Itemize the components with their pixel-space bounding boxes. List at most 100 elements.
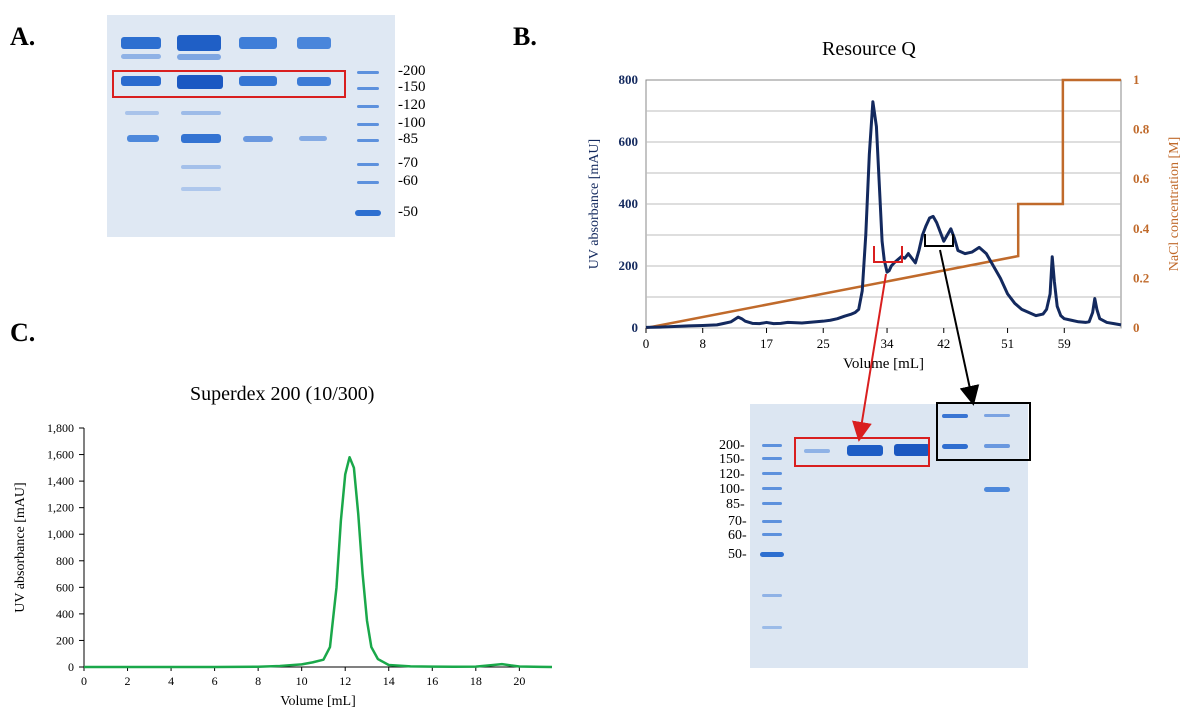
ladder-band [357,163,379,166]
gel-band [177,54,221,60]
ladder-band [762,457,782,460]
ladder-band [762,444,782,447]
y2-tick-label: 0 [1133,320,1140,335]
fraction-bracket-black [924,234,954,247]
panel-label-a: A. [10,22,36,51]
x-tick-label: 4 [168,674,174,688]
x-axis-label: Volume [mL] [843,356,924,372]
chart-superdex: 0 200 400 600 800 1,000 1,200 1,400 1,600 1,800 0 2… [13,421,553,709]
y-tick-label: 0 [68,660,74,674]
marker-label: 200- [719,438,745,453]
x-tick-label: 20 [513,674,525,688]
x-tick-label: 6 [212,674,218,688]
marker-label: -50 [398,204,418,220]
gel-band [297,37,331,49]
gel-band [239,37,277,49]
series-superdex-line [84,455,553,669]
x-tick-label: 51 [1001,336,1014,351]
ladder-band [762,533,782,536]
marker-label: 70- [728,514,747,529]
y-tick-label: 400 [56,607,74,621]
ladder-band [762,594,782,597]
x-tick-label: 14 [383,674,395,688]
gel-band [804,449,830,453]
ladder-band [357,139,379,142]
fraction-bracket-red [873,246,903,263]
y-tick-label: 600 [619,134,639,149]
x-tick-label: 8 [699,336,706,351]
x-axis-label: Volume [mL] [280,694,356,709]
x-tick-label: 17 [760,336,774,351]
y-tick-label: 800 [619,72,639,87]
y-tick-label: 400 [619,196,639,211]
x-tick-label: 42 [937,336,950,351]
gel-band [121,37,161,49]
gel-band [121,76,161,86]
ladder-band [357,123,379,126]
y-tick-label: 1,800 [47,421,74,435]
gel-band [894,444,930,456]
gel-band [181,134,221,143]
y-axis-label: UV absorbance [mAU] [587,139,602,269]
marker-label: -120 [398,97,426,113]
marker-label: -200 [398,63,426,79]
ladder-band [357,105,379,108]
marker-label: -70 [398,155,418,171]
chart-title-resource-q: Resource Q [822,38,916,60]
y-tick-label: 1,200 [47,501,74,515]
marker-label: 60- [728,528,747,543]
gel-band [181,165,221,169]
y-tick-label: 1,000 [47,527,74,541]
x-tick-label: 0 [81,674,87,688]
x-tick-label: 25 [817,336,830,351]
x-tick-label: 59 [1058,336,1071,351]
gel-band [942,444,968,449]
ladder-band [762,520,782,523]
y-tick-label: 600 [56,580,74,594]
ladder-band [762,487,782,490]
gel-band [127,135,159,142]
gel-band [984,487,1010,492]
panel-label-c: C. [10,318,36,347]
y2-tick-label: 0.2 [1133,270,1149,285]
chart-title-superdex: Superdex 200 (10/300) [190,383,375,405]
x-tick-label: 0 [643,336,650,351]
marker-label: 120- [719,467,745,482]
y-tick-label: 200 [56,633,74,647]
marker-label: -60 [398,173,418,189]
ladder-band [355,210,381,216]
x-tick-label: 18 [470,674,482,688]
x-tick-label: 2 [125,674,131,688]
x-tick-label: 34 [881,336,895,351]
marker-label: 85- [726,497,745,512]
y-tick-label: 200 [619,258,639,273]
highlight-box-black [936,402,1031,461]
gel-band [177,75,223,89]
gel-band [239,76,277,86]
x-tick-label: 10 [296,674,308,688]
y2-tick-label: 0.6 [1133,171,1150,186]
gel-image-b [750,404,1028,668]
ladder-band [760,552,784,557]
highlight-box-red [794,437,930,467]
ladder-band [762,626,782,629]
ladder-band [357,181,379,184]
gel-band [847,445,883,456]
ladder-band [762,472,782,475]
x-tick-label: 16 [426,674,438,688]
gel-band [181,111,221,115]
panel-label-b: B. [513,22,537,51]
y2-tick-label: 1 [1133,72,1140,87]
gel-band [984,444,1010,448]
y-tick-label: 800 [56,554,74,568]
highlight-box-red [112,70,346,98]
y2-tick-label: 0.4 [1133,221,1150,236]
ladder-band [762,502,782,505]
y2-axis-label: NaCl concentration [M] [1167,137,1181,272]
gel-band [299,136,327,141]
gel-image-a [107,15,395,237]
gel-band [177,35,221,51]
x-tick-label: 8 [255,674,261,688]
ladder-band [357,71,379,74]
gel-band [942,414,968,418]
